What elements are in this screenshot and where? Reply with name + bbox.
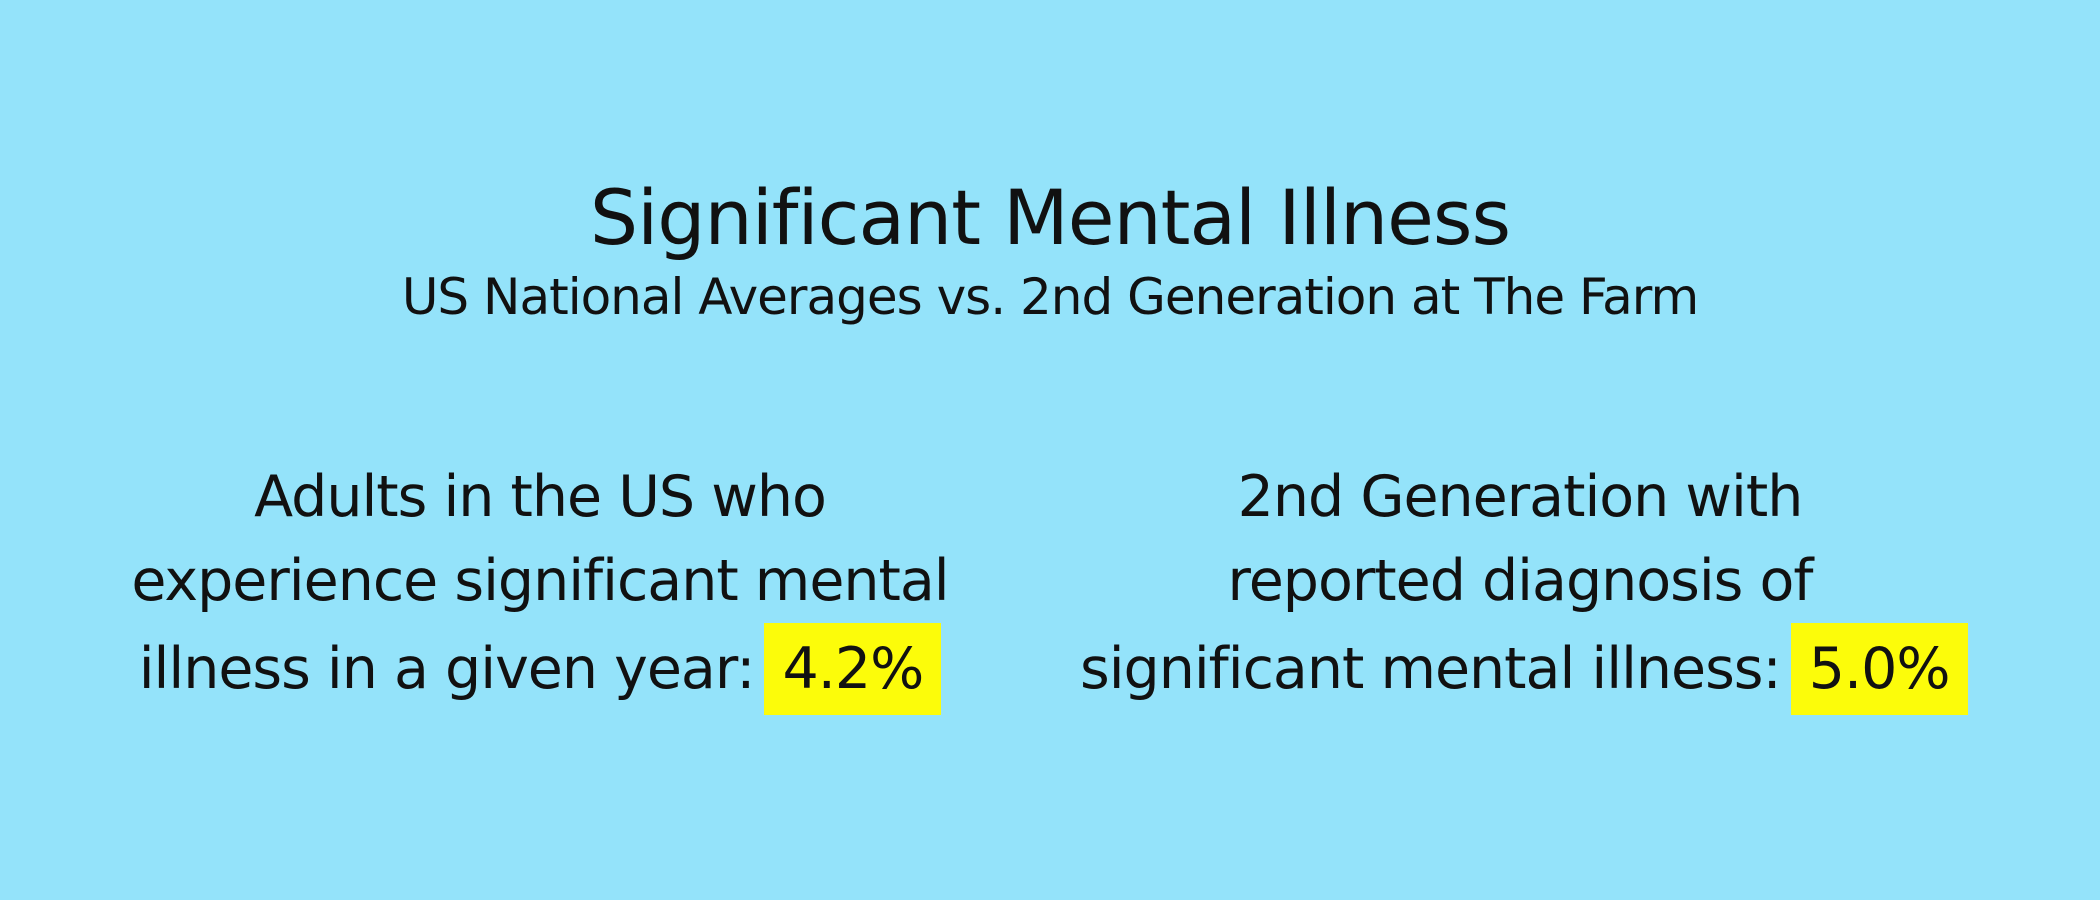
stat-text-line: significant mental illness: 5.0%	[1080, 623, 1968, 715]
stat-text-line: reported diagnosis of	[1227, 548, 1814, 614]
stat-text-line: experience significant mental	[131, 548, 949, 614]
us-average-value: 4.2%	[764, 623, 942, 715]
page-title: Significant Mental Illness	[589, 173, 1511, 262]
stat-text-line: Adults in the US who	[254, 464, 827, 530]
stat-text-line-end: significant mental illness:	[1080, 636, 1782, 702]
stat-text-line-end: illness in a given year:	[138, 636, 756, 702]
stat-text-line: illness in a given year: 4.2%	[120, 623, 960, 715]
second-generation-value: 5.0%	[1790, 623, 1968, 715]
stat-text-line: 2nd Generation with	[1237, 464, 1804, 530]
second-generation-stat: 2nd Generation with reported diagnosis o…	[1080, 455, 1968, 715]
us-average-stat: Adults in the US who experience signific…	[120, 455, 960, 715]
page-subtitle: US National Averages vs. 2nd Generation …	[401, 268, 1699, 326]
